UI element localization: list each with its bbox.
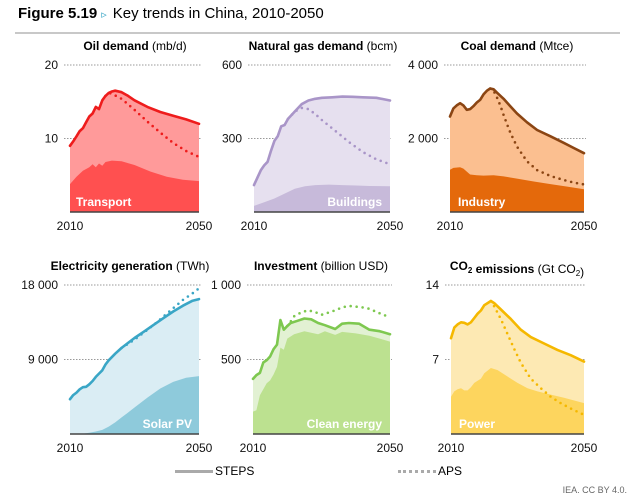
legend-solid-line-icon — [175, 469, 213, 473]
steps-line — [68, 297, 201, 401]
x-tick-label: 2050 — [377, 441, 404, 455]
chart-co2: 7 14 Power 2010 2050 CO2 emissions (Gt CO2) — [426, 259, 598, 455]
chart-title: Natural gas demand (bcm) — [249, 39, 398, 53]
steps-line — [448, 87, 586, 155]
y-tick-label: 1 000 — [211, 278, 241, 292]
series-label: Solar PV — [143, 417, 192, 431]
figure-number: Figure 5.19 — [18, 5, 98, 22]
x-tick-label: 2050 — [186, 219, 213, 233]
sub-area-solar-pv — [70, 376, 199, 434]
aps-line — [286, 106, 392, 166]
chart-gas: 300 600 Buildings 2010 2050 Natural gas deman… — [222, 39, 404, 233]
legend-dotted-line-icon — [398, 469, 436, 473]
x-tick-label: 2010 — [240, 441, 267, 455]
x-tick-label: 2010 — [241, 219, 268, 233]
chart-title: Investment (billion USD) — [254, 259, 388, 273]
y-tick-label: 9 000 — [28, 353, 58, 367]
x-tick-label: 2010 — [57, 441, 84, 455]
series-label: Industry — [458, 195, 506, 209]
figure-title: Figure 5.19 ▹ Key trends in China, 2010-20… — [18, 5, 324, 22]
y-tick-label: 600 — [222, 58, 242, 72]
chart-title: Coal demand (Mtce) — [461, 39, 574, 53]
y-tick-label: 18 000 — [21, 278, 58, 292]
chart-title: Oil demand (mb/d) — [83, 39, 186, 53]
sub-area-clean-energy — [253, 331, 390, 434]
credit: IEA. CC BY 4.0. — [562, 485, 627, 495]
legend-aps: APS — [398, 464, 462, 478]
y-tick-label: 2 000 — [408, 132, 438, 146]
chart-coal: 2 000 4 000 Industry 2010 2050 Coal demand (M… — [408, 39, 598, 233]
chart-title: Electricity generation (TWh) — [51, 259, 210, 273]
sub-area-industry — [450, 167, 584, 212]
sub-area-transport — [70, 160, 199, 212]
aps-line — [285, 304, 392, 328]
aps-line — [120, 286, 201, 350]
x-tick-label: 2010 — [438, 441, 465, 455]
chart-electricity: 9 000 18 000 Solar PV 2010 2050 Electricity g… — [21, 259, 212, 455]
y-tick-label: 4 000 — [408, 58, 438, 72]
aps-line — [104, 91, 201, 159]
chart-title: CO2 emissions (Gt CO2) — [450, 259, 584, 279]
figure-title-text: Key trends in China, 2010-2050 — [112, 5, 324, 22]
x-tick-label: 2050 — [571, 441, 598, 455]
sub-area-power — [451, 368, 584, 434]
y-tick-label: 20 — [45, 58, 59, 72]
total-area — [254, 96, 390, 212]
steps-line — [449, 299, 586, 363]
steps-line — [251, 317, 392, 381]
title-separator — [15, 32, 620, 34]
y-tick-label: 500 — [221, 353, 241, 367]
series-label: Clean energy — [307, 417, 383, 431]
series-label: Power — [459, 417, 495, 431]
x-tick-label: 2050 — [571, 219, 598, 233]
x-tick-label: 2010 — [437, 219, 464, 233]
aps-line — [489, 299, 586, 417]
sub-area-buildings — [254, 184, 390, 212]
y-tick-label: 300 — [222, 132, 242, 146]
triangle-arrow-icon: ▹ — [101, 9, 107, 21]
y-tick-label: 14 — [426, 278, 440, 292]
chart-investment: 500 1 000 Clean energy 2010 2050 Investment (… — [211, 259, 404, 455]
series-label: Transport — [76, 195, 131, 209]
x-tick-label: 2050 — [186, 441, 213, 455]
y-tick-label: 10 — [45, 132, 59, 146]
series-label: Buildings — [327, 195, 382, 209]
y-tick-label: 7 — [432, 353, 439, 367]
legend-steps-label: STEPS — [215, 464, 255, 478]
legend-steps: STEPS — [175, 464, 254, 478]
x-tick-label: 2050 — [377, 219, 404, 233]
chart-oil: 10 20 Transport 2010 2050 Oil demand (mb/d) — [45, 39, 213, 233]
legend-aps-label: APS — [438, 464, 463, 478]
x-tick-label: 2010 — [57, 219, 84, 233]
aps-line — [488, 87, 586, 186]
